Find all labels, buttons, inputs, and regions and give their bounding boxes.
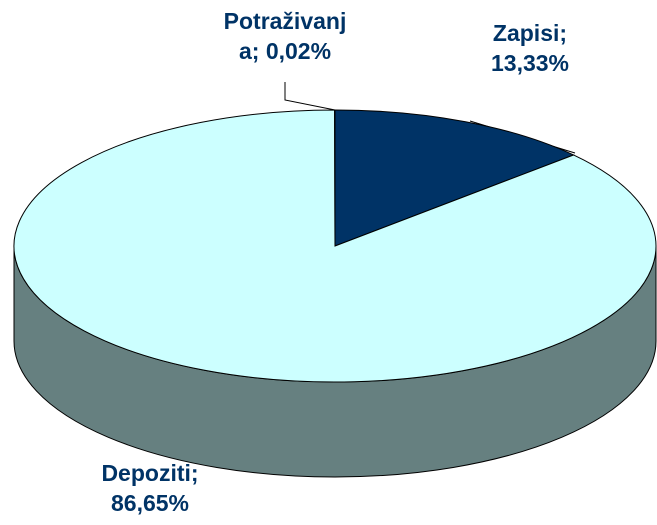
category-name: Depoziti: [101, 460, 191, 486]
slice-label: Zapisi13,33%: [470, 18, 590, 78]
slice-label: Potraživanja0,02%: [222, 6, 348, 66]
value-label: 0,02%: [252, 38, 331, 64]
pie-slice: [334, 109, 575, 247]
category-name: Potraživanja: [223, 8, 347, 64]
slice-label: Depoziti86,65%: [80, 458, 220, 518]
leader-line: [284, 82, 336, 111]
category-name: Zapisi: [492, 20, 560, 46]
